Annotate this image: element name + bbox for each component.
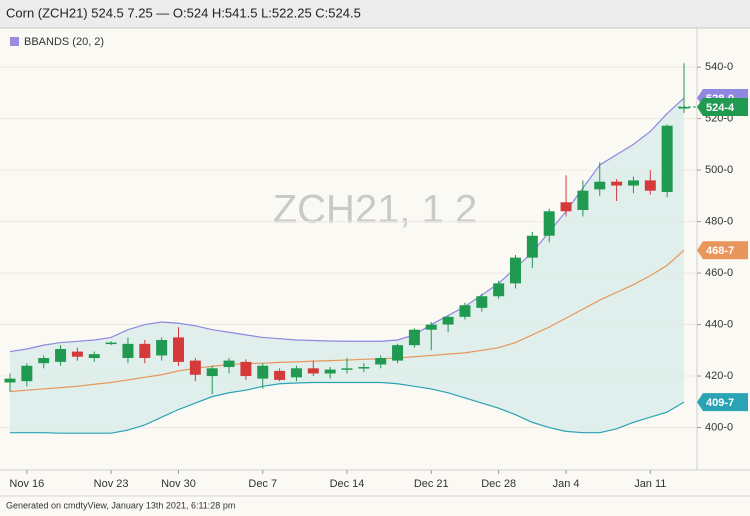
y-tick-label: 460-0 xyxy=(705,267,733,279)
candle-body xyxy=(324,369,336,374)
y-tick-label: 420-0 xyxy=(705,370,733,382)
band-line xyxy=(9,97,685,353)
candle-body xyxy=(493,283,505,297)
candle-body xyxy=(627,180,639,186)
price-tag xyxy=(697,393,748,412)
x-tick-label: Dec 7 xyxy=(248,478,277,490)
candle-body xyxy=(341,368,353,370)
x-tick-label: Jan 4 xyxy=(553,478,580,490)
candle-body xyxy=(526,235,538,258)
candle-body xyxy=(105,342,117,345)
candle-body xyxy=(594,181,606,190)
y-tick-label: 480-0 xyxy=(705,215,733,227)
price-tag xyxy=(697,98,748,117)
candle-body xyxy=(290,368,302,378)
candle-body xyxy=(678,107,690,109)
band-line xyxy=(10,381,685,434)
price-tag xyxy=(697,241,748,260)
price-tag-label: 409-7 xyxy=(706,397,734,409)
candle-body xyxy=(55,349,67,362)
header-bar xyxy=(0,0,750,28)
x-tick-label: Jan 11 xyxy=(634,478,666,490)
candle-body xyxy=(560,202,572,212)
candle-body xyxy=(189,360,201,375)
price-tag-label: 468-7 xyxy=(706,245,734,257)
y-tick-label: 440-0 xyxy=(705,318,733,330)
footer: Generated on cmdtyView, January 13th 202… xyxy=(6,500,235,510)
candle-body xyxy=(4,378,16,383)
candle-body xyxy=(577,190,589,210)
candle-body xyxy=(173,337,184,362)
legend-label: BBANDS (20, 2) xyxy=(24,36,104,48)
watermark: ZCH21, 1 2 xyxy=(273,188,478,232)
legend-swatch xyxy=(10,37,19,46)
chart-title: Corn (ZCH21) 524.5 7.25 — O:524 H:541.5 … xyxy=(6,5,361,20)
candle-body xyxy=(274,370,286,380)
candle-body xyxy=(223,360,235,368)
candle-body xyxy=(358,367,370,369)
y-tick-label: 400-0 xyxy=(705,421,733,433)
candle-body xyxy=(611,181,623,186)
x-tick-label: Dec 14 xyxy=(330,478,365,490)
x-tick-label: Nov 16 xyxy=(9,478,44,490)
candle-body xyxy=(156,340,168,356)
candle-body xyxy=(459,305,471,317)
x-tick-label: Nov 23 xyxy=(94,478,129,490)
x-tick-label: Dec 28 xyxy=(481,478,516,490)
candle-body xyxy=(307,368,319,374)
x-tick-label: Nov 30 xyxy=(161,478,196,490)
candle-body xyxy=(425,324,437,330)
candle-body xyxy=(392,345,404,361)
candle-body xyxy=(71,351,83,357)
y-tick-label: 500-0 xyxy=(705,164,733,176)
price-tag-label: 524-4 xyxy=(706,102,735,114)
candle-body xyxy=(88,354,100,359)
candle-body xyxy=(21,365,33,382)
candle-body xyxy=(240,361,252,377)
candle-body xyxy=(661,125,673,192)
candle-body xyxy=(543,211,555,236)
x-tick-label: Dec 21 xyxy=(414,478,449,490)
candle-body xyxy=(206,368,218,377)
candle-body xyxy=(38,358,50,364)
candle-body xyxy=(122,343,134,359)
candle-body xyxy=(139,343,151,359)
candle-body xyxy=(476,296,488,308)
candle-body xyxy=(257,365,269,379)
y-tick-label: 540-0 xyxy=(705,61,733,73)
candle-body xyxy=(510,257,521,284)
candle-body xyxy=(375,358,387,365)
candle-body xyxy=(644,180,656,191)
candle-body xyxy=(442,316,454,325)
candle-body xyxy=(408,329,420,346)
